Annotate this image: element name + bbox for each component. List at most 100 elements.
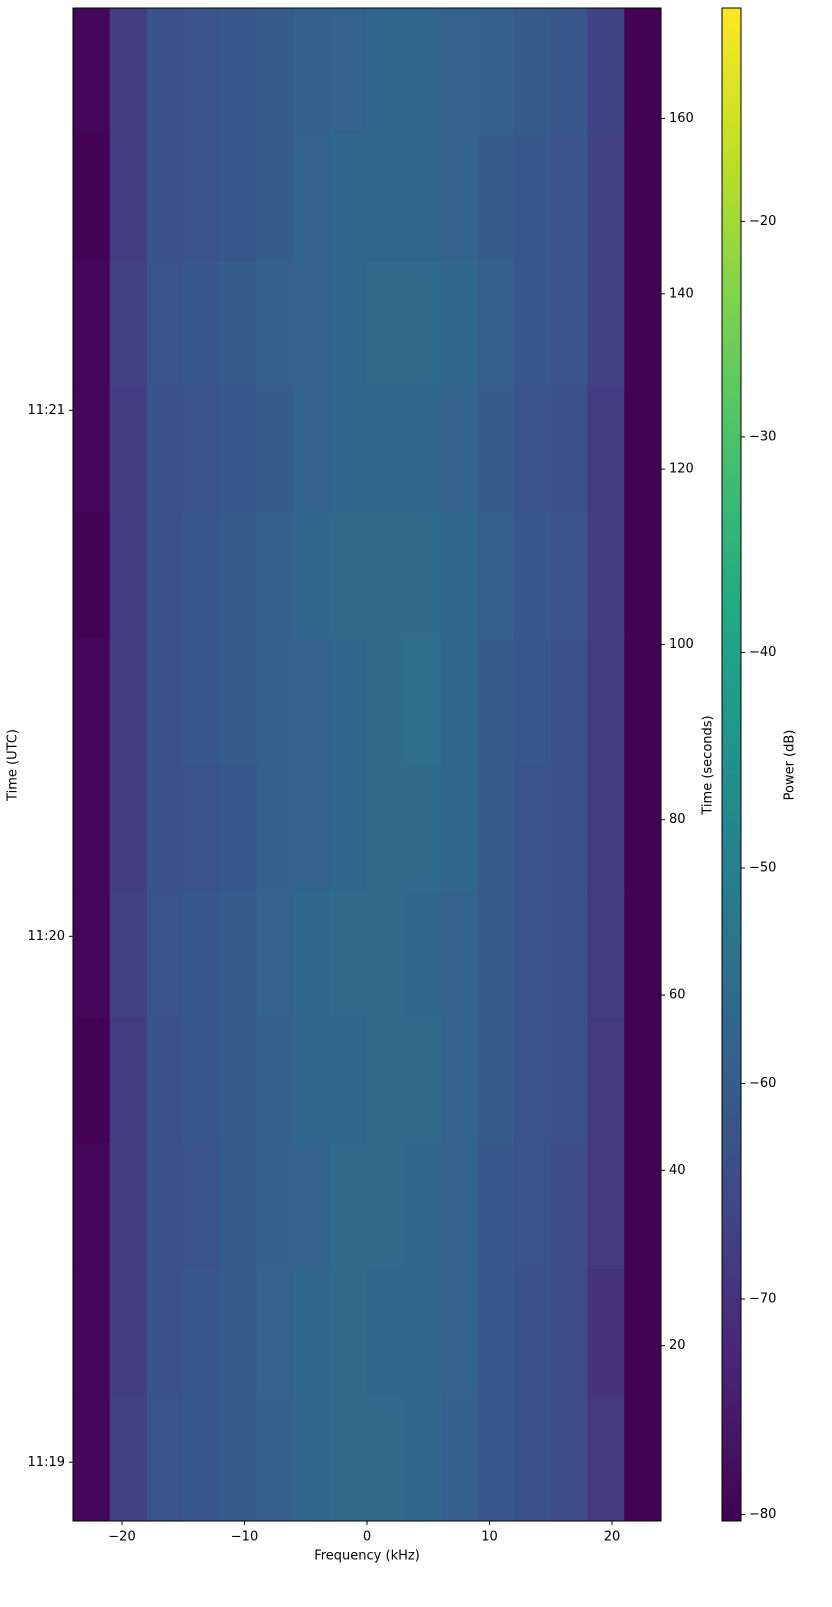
heatmap-cell (293, 260, 331, 387)
heatmap-cell (109, 260, 147, 387)
heatmap-cell (146, 1268, 184, 1396)
heatmap-cell (293, 638, 331, 765)
y-tick-label: 60 (669, 988, 686, 1003)
heatmap-cell (330, 512, 368, 639)
heatmap-cell (514, 1016, 552, 1143)
heatmap-cell (256, 890, 294, 1018)
heatmap-cell (550, 764, 588, 892)
heatmap-cell (256, 1268, 294, 1396)
heatmap-cell (109, 764, 147, 892)
heatmap-cell (183, 1142, 221, 1270)
heatmap-cell (367, 1394, 405, 1522)
x-tick-label: −20 (108, 1530, 135, 1545)
heatmap-cell (293, 764, 331, 892)
heatmap-cell (73, 1268, 111, 1396)
heatmap-cell (440, 890, 478, 1018)
heatmap-cell (330, 764, 368, 892)
heatmap-cell (109, 638, 147, 765)
y2-axis-label: Time (UTC) (6, 729, 21, 802)
heatmap-cell (73, 764, 111, 892)
heatmap-cell (624, 638, 662, 765)
heatmap-cell (587, 890, 625, 1018)
heatmap-cell (330, 1268, 368, 1396)
heatmap-cell (109, 134, 147, 261)
heatmap-cell (477, 764, 515, 892)
heatmap-cell (477, 8, 515, 135)
heatmap-cell (477, 890, 515, 1018)
heatmap-cell (624, 764, 662, 892)
heatmap-cell (293, 1142, 331, 1270)
heatmap-cell (73, 512, 111, 639)
y2-tick-label: 11:21 (28, 403, 65, 418)
heatmap-cell (587, 1268, 625, 1396)
heatmap-cell (403, 638, 441, 765)
heatmap-cell (367, 8, 405, 135)
heatmap-cell (330, 1016, 368, 1143)
heatmap-cell (73, 260, 111, 387)
colorbar-tick-label: −30 (749, 429, 776, 444)
heatmap-cell (73, 385, 111, 513)
heatmap-cell (514, 260, 552, 387)
x-tick-label: 20 (604, 1530, 621, 1545)
heatmap-cell (514, 385, 552, 513)
heatmap-cell (146, 260, 184, 387)
heatmap-cell (514, 638, 552, 765)
heatmap-cell (367, 1142, 405, 1270)
heatmap-cell (440, 385, 478, 513)
heatmap-cell (514, 1268, 552, 1396)
heatmap-cell (440, 512, 478, 639)
heatmap-cell (403, 8, 441, 135)
heatmap-cell (330, 890, 368, 1018)
heatmap-cell (624, 512, 662, 639)
heatmap-cell (550, 385, 588, 513)
colorbar-label: Power (dB) (783, 730, 798, 801)
heatmap-cell (109, 512, 147, 639)
heatmap-cell (440, 638, 478, 765)
heatmap-cell (587, 764, 625, 892)
heatmap-cell (73, 1394, 111, 1522)
heatmap-cell (403, 1394, 441, 1522)
heatmap-cell (146, 1016, 184, 1143)
heatmap-cell (220, 1016, 258, 1143)
heatmap-cell (73, 1016, 111, 1143)
heatmap-cell (73, 8, 111, 135)
heatmap-cell (477, 1142, 515, 1270)
heatmap-cell (183, 8, 221, 135)
heatmap-cell (587, 1016, 625, 1143)
y2-tick-label: 11:19 (28, 1455, 65, 1470)
heatmap-cell (256, 764, 294, 892)
colorbar (721, 7, 742, 1522)
heatmap-cell (367, 1268, 405, 1396)
heatmap-cell (550, 1016, 588, 1143)
heatmap-cell (477, 260, 515, 387)
heatmap-cell (109, 385, 147, 513)
heatmap-cell (256, 385, 294, 513)
heatmap-cell (514, 1394, 552, 1522)
y2-tick-label: 11:20 (28, 929, 65, 944)
heatmap-cell (403, 764, 441, 892)
heatmap-cell (146, 638, 184, 765)
heatmap-cell (550, 638, 588, 765)
heatmap-cell (440, 260, 478, 387)
heatmap-cell (220, 385, 258, 513)
heatmap-cell (109, 1142, 147, 1270)
heatmap-cell (256, 512, 294, 639)
heatmap-cell (146, 385, 184, 513)
heatmap-cell (73, 134, 111, 261)
heatmap-cell (220, 8, 258, 135)
heatmap-cell (293, 134, 331, 261)
heatmap-cell (440, 1268, 478, 1396)
heatmap-cell (514, 8, 552, 135)
heatmap-cell (330, 1394, 368, 1522)
heatmap-cell (109, 890, 147, 1018)
heatmap-cell (403, 260, 441, 387)
heatmap-cell (109, 1268, 147, 1396)
heatmap-cell (477, 638, 515, 765)
heatmap-cell (109, 8, 147, 135)
heatmap-cell (403, 1016, 441, 1143)
heatmap-cell (367, 890, 405, 1018)
heatmap-cell (624, 260, 662, 387)
heatmap-cell (146, 890, 184, 1018)
heatmap-cell (146, 1142, 184, 1270)
heatmap-cell (587, 1142, 625, 1270)
